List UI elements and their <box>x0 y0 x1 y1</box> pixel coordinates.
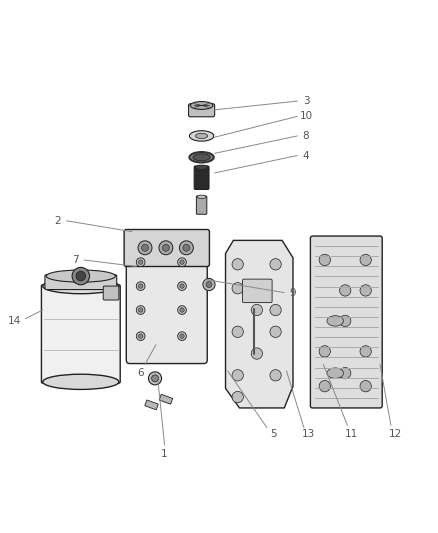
Circle shape <box>148 372 162 385</box>
Circle shape <box>232 391 244 403</box>
Text: 6: 6 <box>138 368 144 378</box>
Ellipse shape <box>43 278 119 294</box>
Circle shape <box>319 254 330 265</box>
Polygon shape <box>145 400 158 410</box>
Circle shape <box>251 348 262 359</box>
Circle shape <box>270 326 281 337</box>
Circle shape <box>232 282 244 294</box>
Circle shape <box>76 271 85 281</box>
Ellipse shape <box>193 154 210 161</box>
Circle shape <box>178 305 186 314</box>
Circle shape <box>270 259 281 270</box>
Text: 12: 12 <box>389 429 402 439</box>
Circle shape <box>339 285 351 296</box>
Circle shape <box>339 367 351 379</box>
Circle shape <box>251 304 262 316</box>
Circle shape <box>206 281 212 288</box>
Circle shape <box>136 282 145 290</box>
FancyBboxPatch shape <box>45 275 117 289</box>
Ellipse shape <box>190 102 213 109</box>
Text: 9: 9 <box>290 288 296 297</box>
Circle shape <box>180 284 184 288</box>
Circle shape <box>270 304 281 316</box>
FancyBboxPatch shape <box>243 279 272 303</box>
Circle shape <box>138 308 143 312</box>
Circle shape <box>360 254 371 265</box>
Circle shape <box>138 284 143 288</box>
Circle shape <box>138 260 143 264</box>
Text: 4: 4 <box>303 150 309 160</box>
Circle shape <box>360 381 371 392</box>
Circle shape <box>178 258 186 266</box>
Circle shape <box>319 346 330 357</box>
Circle shape <box>180 260 184 264</box>
FancyBboxPatch shape <box>103 286 119 300</box>
Circle shape <box>319 381 330 392</box>
Circle shape <box>270 370 281 381</box>
Ellipse shape <box>195 165 208 169</box>
Ellipse shape <box>43 374 119 390</box>
FancyBboxPatch shape <box>188 104 215 117</box>
Text: 3: 3 <box>303 96 309 106</box>
Circle shape <box>152 375 159 382</box>
Circle shape <box>203 278 215 290</box>
Polygon shape <box>226 240 293 408</box>
FancyBboxPatch shape <box>42 285 120 383</box>
FancyBboxPatch shape <box>196 196 207 214</box>
Text: 14: 14 <box>8 316 21 326</box>
Circle shape <box>232 370 244 381</box>
Circle shape <box>180 334 184 338</box>
Circle shape <box>178 332 186 341</box>
Text: 8: 8 <box>303 131 309 141</box>
Circle shape <box>136 332 145 341</box>
Circle shape <box>178 282 186 290</box>
Circle shape <box>162 244 170 251</box>
Circle shape <box>360 346 371 357</box>
Text: 10: 10 <box>300 111 313 122</box>
Circle shape <box>72 268 89 285</box>
Circle shape <box>136 305 145 314</box>
Circle shape <box>232 259 244 270</box>
Ellipse shape <box>197 195 206 199</box>
Circle shape <box>180 241 193 255</box>
Polygon shape <box>159 394 173 404</box>
Circle shape <box>138 334 143 338</box>
FancyBboxPatch shape <box>194 166 209 189</box>
Ellipse shape <box>189 152 214 163</box>
Ellipse shape <box>46 270 116 282</box>
Circle shape <box>232 326 244 337</box>
Ellipse shape <box>327 316 343 326</box>
Text: 11: 11 <box>345 429 358 439</box>
FancyBboxPatch shape <box>126 235 207 364</box>
Circle shape <box>141 244 148 251</box>
Circle shape <box>183 244 190 251</box>
FancyBboxPatch shape <box>311 236 382 408</box>
Circle shape <box>180 308 184 312</box>
Text: 2: 2 <box>55 216 61 226</box>
Circle shape <box>136 258 145 266</box>
Ellipse shape <box>189 131 214 141</box>
Text: 5: 5 <box>270 429 277 439</box>
Circle shape <box>360 285 371 296</box>
Text: 1: 1 <box>161 449 168 458</box>
Circle shape <box>339 315 351 327</box>
Ellipse shape <box>327 368 343 378</box>
FancyBboxPatch shape <box>124 230 209 266</box>
Text: 13: 13 <box>302 429 315 439</box>
Circle shape <box>159 241 173 255</box>
Text: 7: 7 <box>72 255 79 265</box>
Ellipse shape <box>195 133 208 139</box>
Circle shape <box>138 241 152 255</box>
